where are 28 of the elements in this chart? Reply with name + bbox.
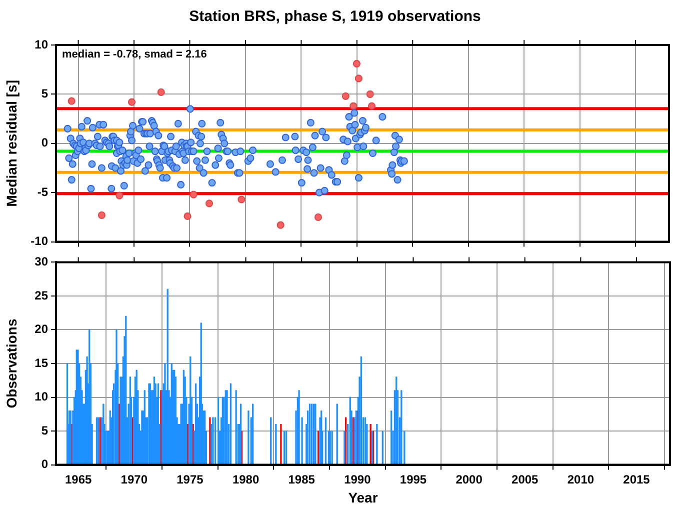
x-tick-label: 2015	[623, 472, 650, 486]
y-tick-label: 20	[34, 322, 48, 336]
x-tick-label: 1965	[64, 472, 92, 486]
y-tick-label: -10	[30, 234, 48, 248]
x-tick-label: 1970	[120, 472, 148, 486]
x-tick-label: 1990	[344, 472, 372, 486]
y-tick-label: 0	[41, 457, 48, 472]
y-tick-label: 0	[41, 136, 48, 150]
y-tick-label: 5	[41, 86, 48, 101]
y-axis-title: Median residual [s]	[3, 80, 20, 207]
annotation: median = -0.78, smad = 2.16	[62, 48, 207, 61]
x-axis-title: Year	[348, 489, 378, 506]
y-tick-label: -5	[37, 184, 48, 199]
chart-title: Station BRS, phase S, 1919 observations	[189, 8, 481, 26]
y-axis-title: Observations	[3, 318, 20, 408]
x-tick-label: 2005	[512, 472, 539, 486]
x-tick-label: 2000	[456, 472, 483, 486]
y-tick-label: 30	[34, 254, 48, 269]
x-tick-label: 1980	[232, 472, 260, 486]
y-tick-label: 10	[34, 390, 48, 404]
y-tick-label: 5	[41, 423, 48, 438]
x-tick-label: 1995	[400, 472, 427, 486]
y-tick-label: 15	[34, 356, 48, 370]
x-tick-label: 1985	[288, 472, 316, 486]
x-tick-label: 2010	[567, 472, 594, 486]
y-tick-label: 10	[34, 37, 48, 52]
x-tick-label: 1975	[176, 472, 204, 486]
y-tick-label: 25	[34, 288, 48, 302]
